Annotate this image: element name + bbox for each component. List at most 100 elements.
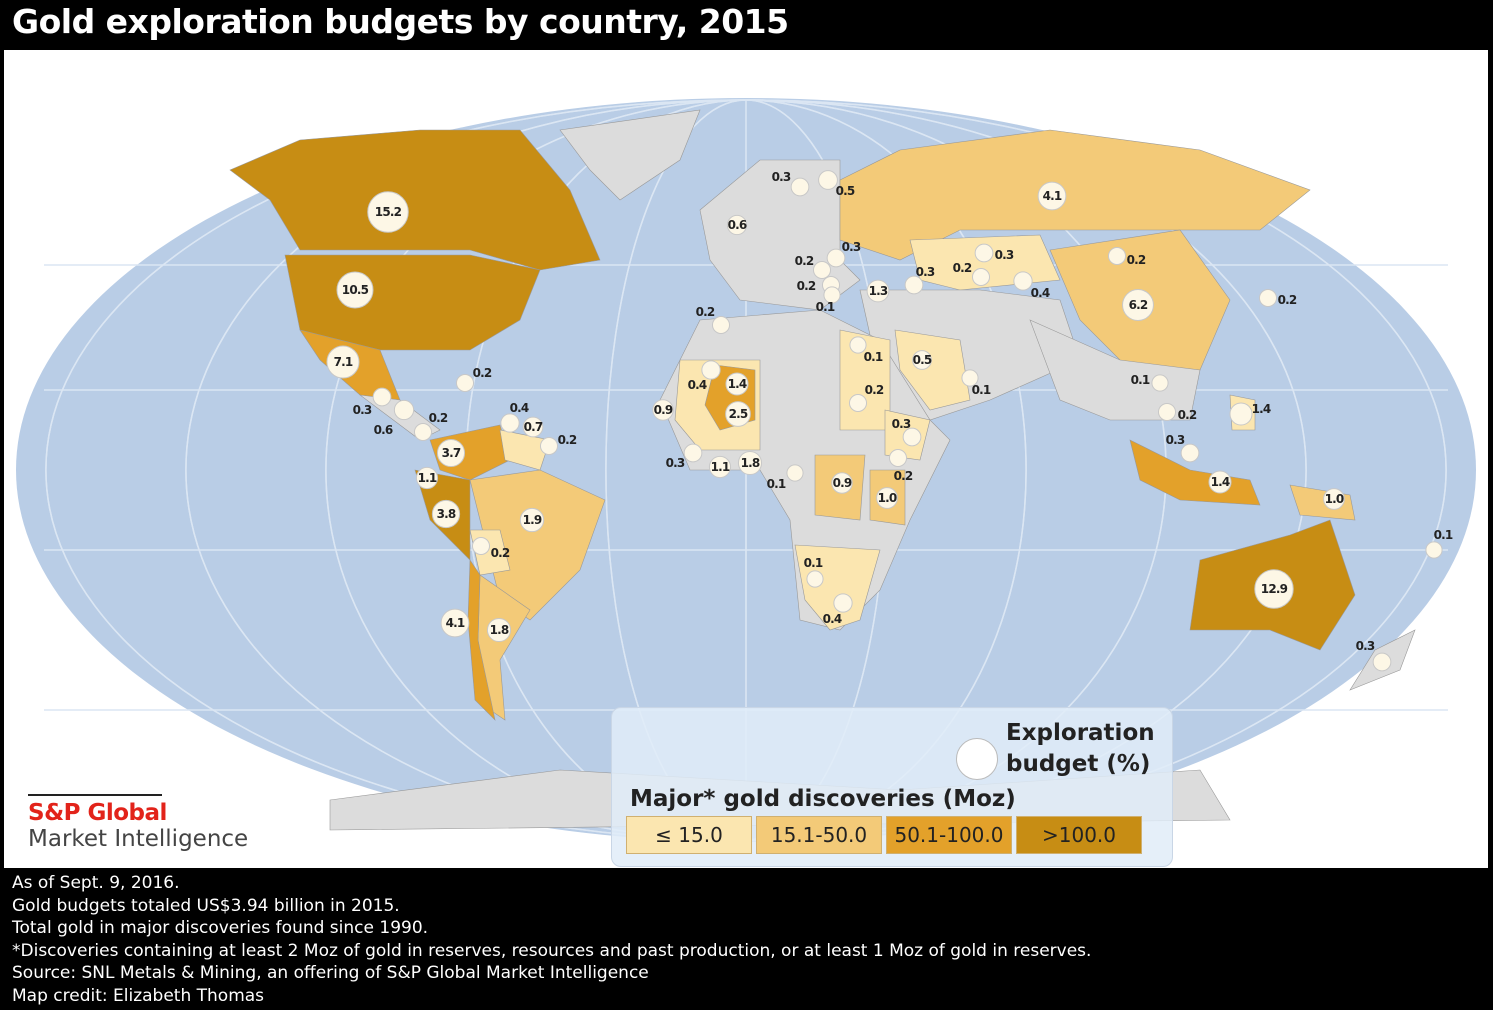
bubble-value: 1.4 (728, 377, 747, 391)
bubble-marker (1157, 402, 1177, 422)
bubble-value: 0.2 (865, 383, 884, 397)
bubble-value: 0.1 (1434, 528, 1453, 542)
bubble-marker (1122, 289, 1154, 321)
bubble-value: 0.9 (833, 476, 852, 490)
bubble-marker (726, 214, 748, 236)
budget-bubble: 0.3 (666, 443, 703, 470)
budget-bubble: 2.5 (725, 401, 751, 427)
budget-bubble: 0.2 (888, 448, 914, 483)
bubble-value: 1.3 (869, 284, 888, 298)
bubble-marker (336, 271, 374, 309)
bubble-value: 6.2 (1129, 298, 1148, 312)
bubble-value: 0.2 (1278, 293, 1297, 307)
bubble-value: 0.3 (772, 170, 791, 184)
bubble-marker (701, 360, 721, 380)
bubble-value: 1.8 (741, 456, 760, 470)
bubble-value: 0.2 (429, 411, 448, 425)
budget-bubble: 1.1 (708, 455, 732, 479)
bubble-value: 12.9 (1261, 582, 1288, 596)
note-credit: Map credit: Elizabeth Thomas (12, 985, 265, 1006)
budget-bubble: 0.9 (831, 472, 853, 494)
bubble-value: 0.3 (842, 240, 861, 254)
budget-bubble: 0.3 (904, 265, 936, 295)
legend-budget-label: Exploration budget (%) (1006, 718, 1155, 780)
bubble-marker (500, 413, 520, 433)
bubble-marker (725, 401, 751, 427)
budget-bubble: 4.1 (440, 608, 470, 638)
legend-tier-3: 50.1-100.0 (886, 816, 1012, 854)
bubble-value: 0.6 (374, 423, 393, 437)
bubble-marker (961, 369, 979, 387)
country-saudi (894, 329, 971, 411)
budget-bubble: 1.4 (725, 372, 749, 396)
budget-bubble: 1.9 (519, 507, 545, 533)
budget-bubble: 0.9 (652, 399, 674, 421)
bubble-value: 0.2 (473, 366, 492, 380)
world-map: 15.210.57.10.20.30.60.23.71.13.80.21.94.… (16, 98, 1476, 842)
budget-bubble: 0.2 (953, 261, 991, 287)
bubble-value: 0.5 (913, 353, 932, 367)
bubble-marker (708, 455, 732, 479)
budget-bubble: 0.4 (688, 360, 721, 392)
footnotes: As of Sept. 9, 2016. Gold budgets totale… (12, 872, 1091, 1007)
bubble-value: 0.4 (823, 612, 842, 626)
bubble-value: 4.1 (1043, 189, 1062, 203)
bubble-marker (522, 416, 544, 438)
map-title: Gold exploration budgets by country, 201… (12, 2, 789, 41)
bubble-marker (725, 372, 749, 396)
bubble-marker (1208, 470, 1232, 494)
bubble-marker (1107, 246, 1127, 266)
budget-bubble: 0.6 (374, 399, 415, 437)
bubble-value: 1.8 (490, 623, 509, 637)
note-discoveries: Total gold in major discoveries found si… (12, 918, 429, 938)
budget-bubble: 0.3 (892, 417, 922, 447)
budget-bubble: 0.2 (696, 305, 731, 335)
budget-bubble: 0.2 (1107, 246, 1147, 267)
budget-bubble: 1.1 (415, 466, 439, 490)
country-russia (839, 129, 1311, 261)
budget-bubble: 0.7 (522, 416, 544, 438)
bubble-marker (471, 536, 491, 556)
budget-bubble: 0.4 (823, 593, 853, 626)
bubble-marker (876, 487, 898, 509)
bubble-value: 0.7 (524, 420, 543, 434)
budget-bubble: 6.2 (1122, 289, 1154, 321)
country-southern-africa (794, 544, 881, 631)
bubble-value: 1.4 (1211, 475, 1230, 489)
bubble-marker (823, 286, 841, 304)
budget-bubble: 4.1 (1037, 181, 1067, 211)
bubble-marker (413, 422, 433, 442)
bubble-value: 0.4 (688, 378, 707, 392)
bubble-value: 15.2 (375, 205, 402, 219)
bubble-marker (849, 336, 867, 354)
bubble-marker (486, 617, 512, 643)
bubble-value: 10.5 (342, 283, 369, 297)
budget-bubble: 0.3 (826, 240, 862, 268)
note-date: As of Sept. 9, 2016. (12, 873, 180, 893)
logo-rule (28, 794, 162, 796)
bubble-marker (455, 373, 475, 393)
bubble-value: 0.4 (510, 401, 529, 415)
budget-bubble: 0.2 (539, 433, 578, 456)
budget-bubble: 0.3 (772, 170, 810, 197)
budget-bubble: 0.1 (1425, 528, 1454, 559)
map-panel: 15.2 10.5 7.1 0.2 0.3 0.6 0.2 3.7 1.1 3.8 0.2 1.9 4.… (4, 50, 1488, 868)
legend: Exploration budget (%) Major* gold disco… (611, 707, 1173, 867)
bubble-value: 0.2 (696, 305, 715, 319)
bubble-value: 0.9 (654, 403, 673, 417)
bubble-value: 0.2 (797, 279, 816, 293)
budget-bubble: 0.1 (1131, 373, 1169, 392)
bubble-value: 3.7 (442, 446, 461, 460)
budget-bubble: 7.1 (326, 345, 360, 379)
bubble-marker (683, 443, 703, 463)
bubble-marker (372, 387, 392, 407)
budget-bubble: 3.8 (431, 499, 461, 529)
bubble-value: 4.1 (446, 616, 465, 630)
bubble-marker (519, 507, 545, 533)
budget-bubble: 1.3 (866, 279, 890, 303)
budget-bubble: 1.0 (1323, 488, 1345, 510)
budget-bubble: 15.2 (367, 191, 409, 233)
note-source: Source: SNL Metals & Mining, an offering… (12, 963, 649, 983)
bubble-value: 0.1 (767, 477, 786, 491)
bubble-value: 0.3 (666, 456, 685, 470)
